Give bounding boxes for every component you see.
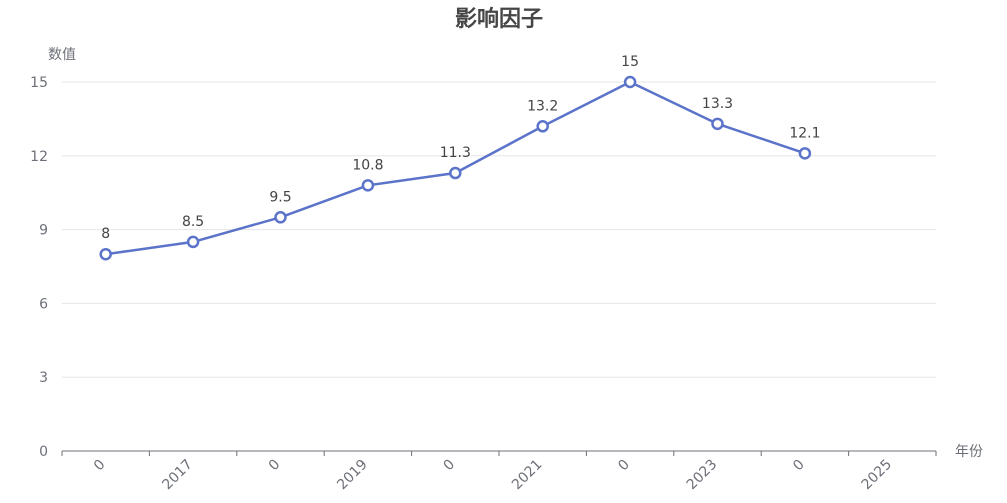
data-label: 12.1 — [789, 125, 820, 141]
data-point — [536, 120, 549, 133]
data-labels: 8 8.5 9.5 10.8 11.3 13.2 15 13.3 12.1 — [101, 54, 820, 242]
data-point — [449, 166, 462, 180]
x-axis-ticks: 0 2017 0 2019 0 2021 0 2023 0 2025 — [91, 457, 895, 494]
data-point — [711, 117, 724, 131]
x-axis-name: 年份 — [955, 444, 983, 460]
x-tick-label: 0 — [441, 457, 459, 475]
data-label: 13.2 — [527, 98, 558, 114]
y-tick-label: 3 — [39, 370, 48, 386]
y-tick-label: 12 — [30, 149, 48, 165]
x-tick-label: 0 — [790, 457, 808, 475]
x-axis — [61, 450, 937, 456]
data-label: 8.5 — [182, 214, 204, 230]
data-point — [274, 211, 287, 224]
y-axis-name: 数值 — [48, 47, 76, 63]
data-point — [361, 179, 375, 192]
y-axis-ticks: 0 3 6 9 12 15 — [30, 75, 48, 460]
y-tick-label: 15 — [30, 75, 48, 91]
data-label: 11.3 — [440, 145, 471, 161]
data-point — [798, 147, 812, 160]
x-tick-label: 2019 — [334, 457, 371, 494]
x-tick-label: 0 — [266, 457, 284, 475]
x-tick-label: 2017 — [159, 457, 196, 494]
y-tick-label: 6 — [39, 296, 48, 312]
data-label: 13.3 — [702, 96, 733, 112]
x-tick-label: 2021 — [509, 457, 546, 494]
data-point — [623, 75, 637, 89]
data-label: 9.5 — [269, 189, 291, 205]
series-layer — [99, 75, 812, 261]
y-tick-label: 0 — [39, 444, 48, 460]
data-point — [99, 247, 112, 261]
y-tick-label: 9 — [39, 223, 48, 239]
data-point — [186, 235, 200, 249]
x-tick-label: 2023 — [684, 457, 721, 494]
x-tick-label: 2025 — [859, 457, 896, 494]
data-label: 15 — [621, 54, 639, 70]
x-tick-label: 0 — [615, 457, 633, 475]
chart-title: 影响因子 — [455, 6, 543, 32]
grid-lines — [62, 81, 936, 378]
data-label: 10.8 — [352, 157, 383, 173]
x-tick-label: 0 — [91, 457, 109, 475]
data-label: 8 — [101, 226, 110, 242]
